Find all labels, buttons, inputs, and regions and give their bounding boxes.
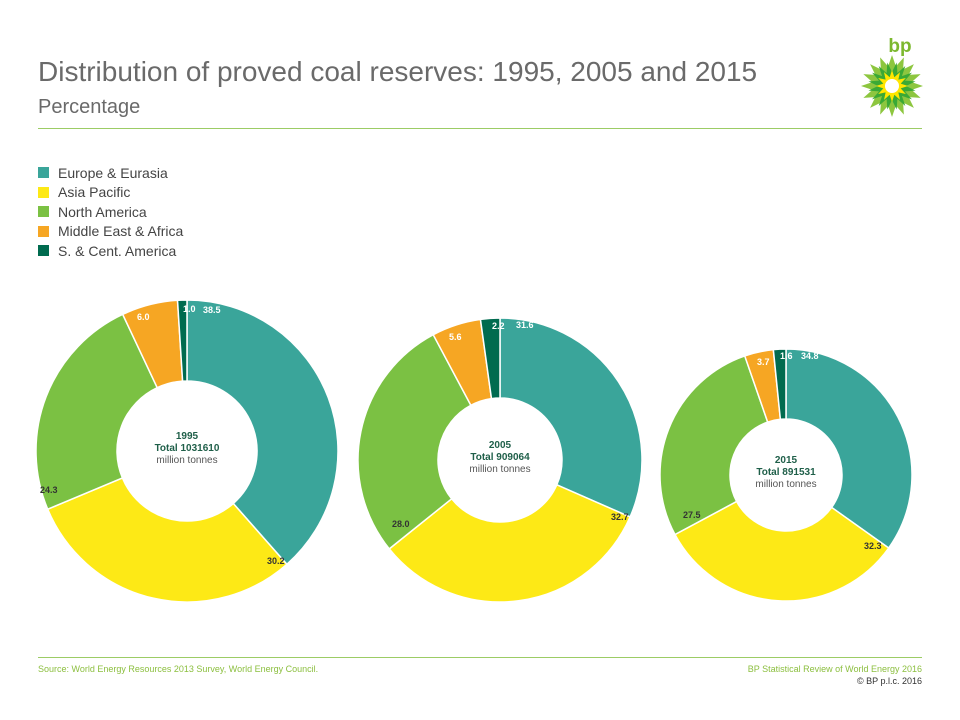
donut-slice	[772, 348, 787, 421]
legend-swatch	[38, 186, 49, 198]
legend-swatch	[38, 167, 49, 179]
donut-center-label: million tonnes	[755, 479, 816, 490]
legend-item: S. & Cent. America	[38, 241, 183, 261]
donut-slice	[35, 313, 159, 511]
slice-value-label: 24.3	[40, 485, 58, 495]
slice-value-label: 27.5	[683, 510, 701, 520]
slice-value-label: 38.5	[203, 305, 221, 315]
slice-value-label: 28.0	[392, 519, 410, 529]
slice-value-label: 3.7	[757, 357, 770, 367]
donut-center-label: million tonnes	[156, 455, 217, 466]
donut-center-label: 1995	[176, 431, 199, 442]
donut-slice	[176, 299, 188, 382]
page-subtitle: Percentage	[38, 96, 141, 118]
legend-label: North America	[58, 203, 147, 220]
donut-slice	[479, 317, 501, 400]
donut-center-label: Total 891531	[756, 467, 816, 478]
donut-center-label: Total 1031610	[155, 443, 220, 454]
legend-swatch	[38, 245, 49, 257]
donut-slice	[785, 348, 913, 550]
slice-value-label: 32.7	[611, 512, 629, 522]
source-note: Source: World Energy Resources 2013 Surv…	[38, 664, 319, 674]
bp-logo: bp	[860, 36, 924, 118]
legend-swatch	[38, 206, 49, 218]
page-title: Distribution of proved coal reserves: 19…	[38, 56, 758, 87]
helios-center	[885, 79, 899, 93]
legend-label: S. & Cent. America	[58, 242, 177, 259]
legend-item: Asia Pacific	[38, 183, 183, 203]
legend-label: Middle East & Africa	[58, 223, 184, 240]
legend-swatch	[38, 225, 49, 237]
header-divider	[38, 128, 922, 129]
slice-value-label: 5.6	[449, 332, 462, 342]
copyright-note: © BP p.l.c. 2016	[856, 676, 922, 686]
donut-slice	[659, 354, 769, 536]
legend-item: Middle East & Africa	[38, 222, 183, 242]
legend-item: North America	[38, 202, 183, 222]
slice-value-label: 30.2	[267, 556, 285, 566]
slice-value-label: 1.6	[780, 351, 793, 361]
donut-center-label: million tonnes	[469, 464, 530, 475]
slice-value-label: 1.0	[183, 304, 196, 314]
slice-value-label: 32.3	[864, 541, 882, 551]
review-title: BP Statistical Review of World Energy 20…	[747, 664, 922, 674]
slice-value-label: 6.0	[137, 312, 150, 322]
bp-helios-icon: bp	[861, 36, 923, 117]
donut-slice	[186, 299, 339, 566]
slice-value-label: 2.2	[492, 321, 505, 331]
donut-slice	[46, 477, 288, 603]
donut-slice	[388, 483, 632, 603]
footer-divider	[38, 657, 922, 658]
donut-center-label: 2015	[775, 455, 798, 466]
chart-legend: Europe & Eurasia Asia Pacific North Americ…	[38, 163, 183, 261]
slice-value-label: 31.6	[516, 320, 534, 330]
donut-slice	[357, 333, 472, 550]
legend-item: Europe & Eurasia	[38, 163, 183, 183]
donut-center-label: 2005	[489, 440, 512, 451]
legend-label: Asia Pacific	[58, 184, 131, 201]
donut-center-label: Total 909064	[470, 452, 530, 463]
slice-value-label: 34.8	[801, 351, 819, 361]
helios-rays	[861, 55, 923, 117]
donut-slice	[673, 500, 890, 602]
donut-slice	[499, 317, 643, 518]
bp-logo-text: bp	[888, 36, 911, 57]
legend-label: Europe & Eurasia	[58, 164, 168, 181]
